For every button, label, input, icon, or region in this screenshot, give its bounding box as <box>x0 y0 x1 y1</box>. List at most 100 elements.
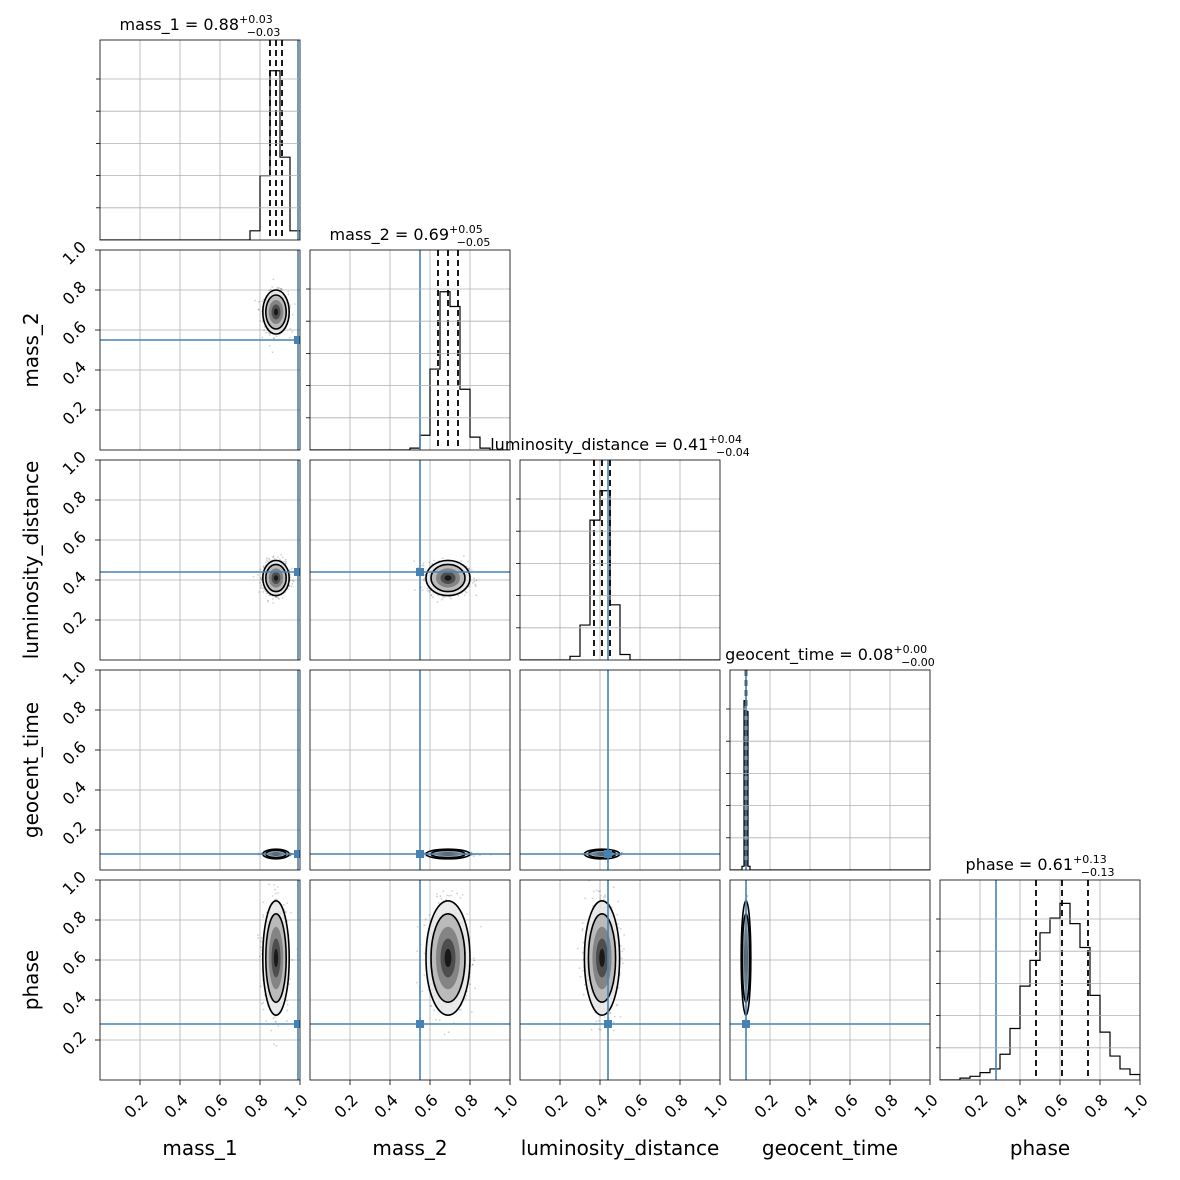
sample-point <box>286 1003 289 1006</box>
y-tick-label: 0.4 <box>59 567 90 598</box>
histogram-luminosity_distance <box>520 490 720 660</box>
density-contour-4 <box>273 308 279 316</box>
title-upper: +0.00 <box>893 643 927 656</box>
sample-point <box>258 955 261 958</box>
sample-point <box>422 562 425 565</box>
sample-point <box>423 577 426 580</box>
sample-point <box>276 286 279 289</box>
title-value: mass_1 = 0.88 <box>120 15 239 35</box>
sample-point <box>259 576 262 579</box>
sample-point <box>288 569 291 571</box>
sample-point <box>277 1025 280 1027</box>
sample-point <box>283 904 285 906</box>
sample-point <box>274 596 277 598</box>
sample-point <box>288 584 291 587</box>
panel-frame <box>99 39 301 241</box>
sample-point <box>261 336 264 339</box>
sample-point <box>468 585 470 588</box>
panel-frame <box>309 459 511 661</box>
y-tick-label: 0.6 <box>59 737 90 768</box>
y-axis-label-mass_2: mass_2 <box>19 312 43 387</box>
sample-point <box>275 1020 278 1023</box>
truth-marker <box>416 850 424 858</box>
sample-point <box>261 587 264 590</box>
sample-point <box>422 578 425 581</box>
title-lower: −0.03 <box>247 26 281 39</box>
sample-point <box>285 562 287 565</box>
sample-point <box>470 568 473 571</box>
title-value: luminosity_distance = 0.41 <box>490 435 708 455</box>
panel-content <box>100 40 300 240</box>
sample-point <box>257 573 259 576</box>
sample-point <box>257 308 260 311</box>
sample-point <box>257 934 259 937</box>
panel-content <box>100 250 300 450</box>
sample-point <box>465 591 468 594</box>
sample-point <box>286 902 289 905</box>
title-lower: −0.04 <box>716 446 750 459</box>
sample-point <box>274 1020 277 1023</box>
sample-point <box>259 581 262 584</box>
sample-point <box>430 594 432 597</box>
sample-point <box>272 337 275 340</box>
sample-point <box>268 883 271 886</box>
sample-point <box>442 557 444 560</box>
title-value: mass_2 = 0.69 <box>330 225 449 245</box>
sample-point <box>278 558 281 561</box>
sample-point <box>421 589 424 592</box>
panel-title-geocent_time: geocent_time = 0.08+0.00 −0.00 <box>725 643 935 669</box>
sample-point <box>258 300 260 303</box>
truth-marker <box>604 850 612 858</box>
sample-point <box>463 594 466 597</box>
sample-point <box>428 561 430 564</box>
sample-point <box>294 303 296 305</box>
sample-point <box>289 304 292 307</box>
sample-point <box>468 567 470 570</box>
sample-point <box>443 596 446 599</box>
sample-point <box>423 574 426 576</box>
sample-point <box>472 855 475 858</box>
sample-point <box>262 901 265 904</box>
sample-point <box>259 320 262 322</box>
sample-point <box>291 959 294 961</box>
sample-point <box>420 586 423 589</box>
sample-point <box>281 556 284 559</box>
sample-point <box>259 985 262 988</box>
truth-marker <box>294 568 300 576</box>
sample-point <box>254 299 257 302</box>
density-contour-4 <box>444 575 452 581</box>
y-tick-label: 1.0 <box>59 447 90 478</box>
title-upper: +0.05 <box>449 223 483 236</box>
panel-frame <box>99 249 301 451</box>
sample-point <box>268 557 270 560</box>
panel-content <box>520 460 720 660</box>
sample-point <box>259 568 262 571</box>
panel-frame <box>519 459 721 661</box>
sample-point <box>266 557 268 559</box>
sample-point <box>289 911 292 914</box>
sample-point <box>263 566 265 568</box>
sample-point <box>285 1020 288 1022</box>
sample-point <box>263 329 265 332</box>
sample-point <box>260 937 263 940</box>
sample-point <box>252 575 255 578</box>
y-tick-label: 0.6 <box>59 527 90 558</box>
sample-point <box>413 589 416 591</box>
sample-point <box>276 556 279 559</box>
sample-point <box>271 598 274 600</box>
truth-marker <box>416 568 424 576</box>
sample-point <box>278 598 280 600</box>
sample-point <box>431 596 434 598</box>
panel-frame <box>309 669 511 871</box>
y-tick-label: 0.6 <box>59 317 90 348</box>
sample-point <box>268 594 271 597</box>
panel-content <box>100 880 300 1080</box>
sample-point <box>272 602 275 605</box>
sample-point <box>273 1043 275 1046</box>
sample-point <box>436 601 439 603</box>
sample-point <box>280 553 283 556</box>
sample-point <box>267 331 269 334</box>
sample-point <box>287 588 289 591</box>
panel-mass_2-mass_2: mass_2 = 0.69+0.05 −0.05 <box>306 223 511 451</box>
